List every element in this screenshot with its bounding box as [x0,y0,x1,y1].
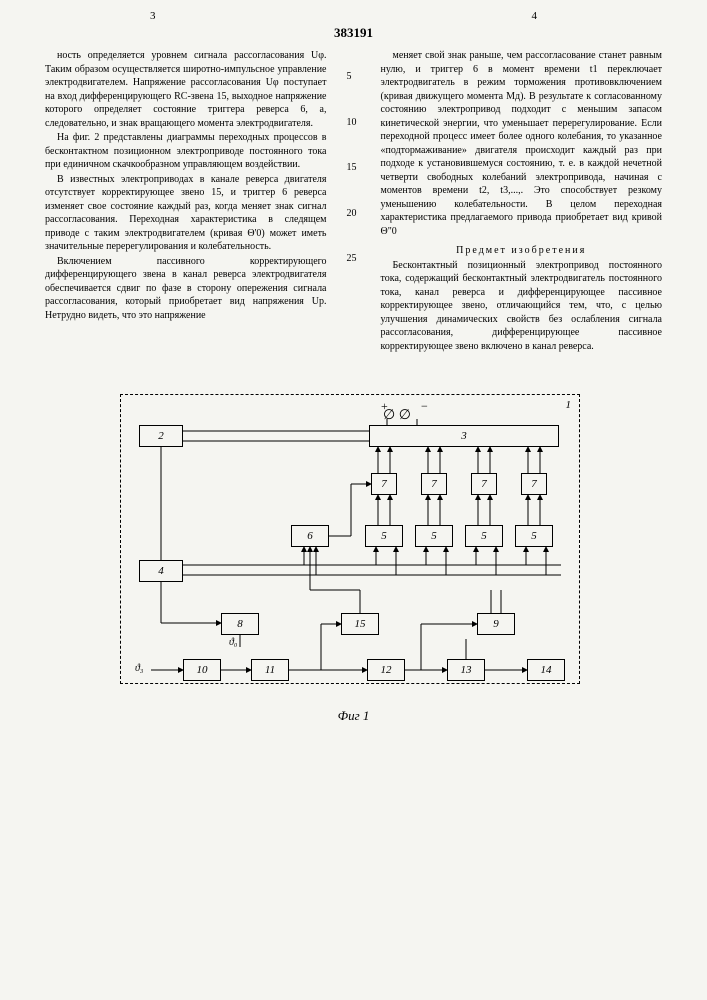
right-column: меняет свой знак раньше, чем рассогласов… [381,49,663,354]
theta-label: ϑ₀ [229,637,237,648]
page-number-left: 3 [150,10,156,22]
diagram-frame: 1 + ∅ ∅ − 23455556777789101112131415 [120,394,580,684]
diagram-wires [121,395,581,685]
left-column: ность определяется уровнем сигнала рассо… [45,49,327,354]
line-marker: 20 [347,208,361,219]
paragraph: ность определяется уровнем сигнала рассо… [45,49,327,130]
figure-1: 1 + ∅ ∅ − 23455556777789101112131415 [80,374,627,794]
paragraph: меняет свой знак раньше, чем рассогласов… [381,49,663,238]
paragraph: В известных электроприводах в канале рев… [45,173,327,254]
paragraph: Бесконтактный позиционный электропривод … [381,259,663,354]
line-marker: 25 [347,253,361,264]
patent-number: 383191 [0,0,707,49]
input-label: ϑ₃ [135,663,143,674]
page-number-right: 4 [532,10,538,22]
line-marker: 15 [347,162,361,173]
section-title: Предмет изобретения [381,244,663,258]
line-marker: 5 [347,71,361,82]
paragraph: Включением пассивного корректирующего ди… [45,255,327,323]
line-number-gutter: 5 10 15 20 25 [347,49,361,354]
line-marker: 10 [347,117,361,128]
text-columns: ность определяется уровнем сигнала рассо… [0,49,707,354]
figure-caption: Фиг 1 [80,708,627,724]
paragraph: На фиг. 2 представлены диаграммы переход… [45,131,327,172]
